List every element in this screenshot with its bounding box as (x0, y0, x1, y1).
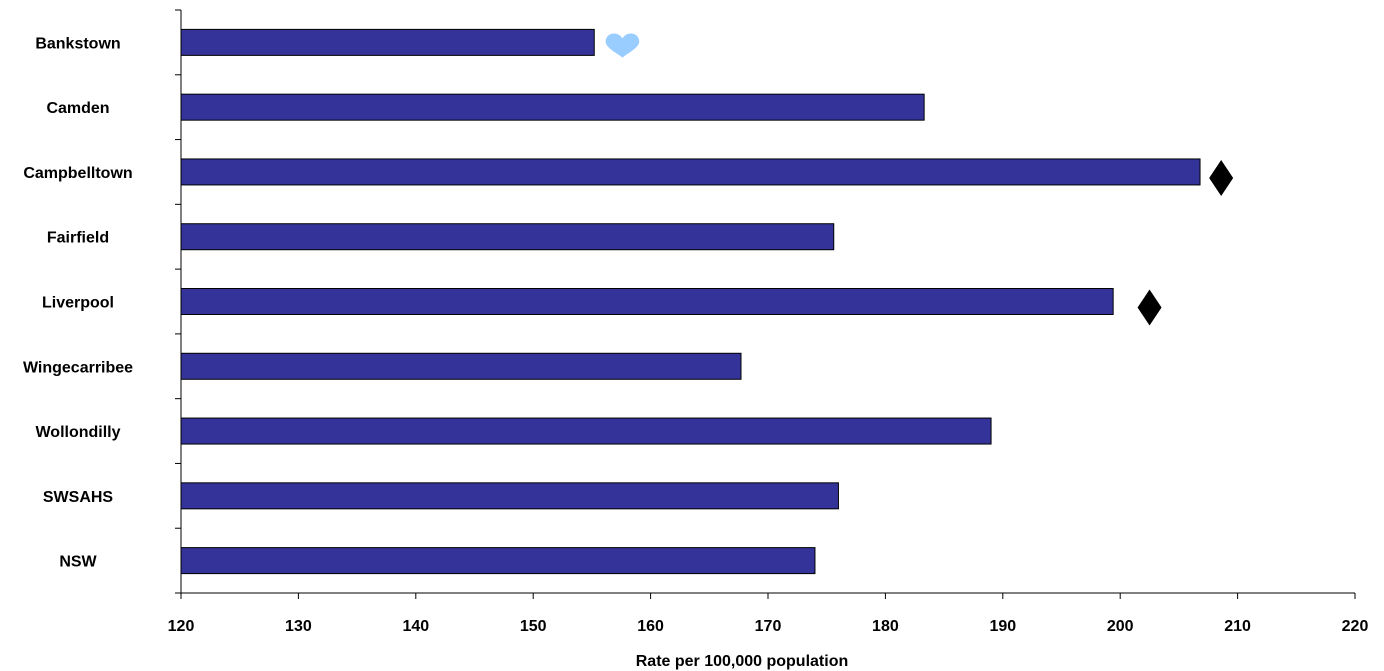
category-label: NSW (59, 554, 97, 571)
markers-group (605, 33, 1234, 326)
category-label: Bankstown (35, 35, 120, 52)
bar (180, 223, 835, 251)
category-labels: Bankstown Camden Campbelltown Fairfield Live… (23, 35, 133, 570)
bar (180, 28, 595, 56)
x-tick-label: 160 (637, 618, 664, 635)
category-label: Camden (46, 100, 109, 117)
bar (180, 547, 816, 575)
bar (180, 352, 742, 380)
x-tick-labels: 120 130 140 150 160 170 180 190 200 210 220 (168, 618, 1369, 635)
x-tick-label: 170 (755, 618, 782, 635)
bar (180, 482, 839, 510)
x-tick-label: 150 (520, 618, 547, 635)
bar (180, 417, 992, 445)
x-tick-label: 220 (1342, 618, 1369, 635)
category-label: Liverpool (42, 295, 114, 312)
x-tick-label: 180 (872, 618, 899, 635)
category-label: Campbelltown (23, 165, 132, 182)
category-label: Wollondilly (35, 424, 120, 441)
bar (180, 93, 925, 121)
bars-group (180, 28, 1201, 575)
category-label: Wingecarribee (23, 359, 133, 376)
diamond-marker-icon (1209, 159, 1234, 196)
category-label: SWSAHS (43, 489, 114, 506)
x-tick-label: 190 (989, 618, 1016, 635)
x-tick-label: 130 (285, 618, 312, 635)
heart-marker-icon (605, 33, 640, 58)
bar (180, 158, 1201, 186)
category-label: Fairfield (47, 230, 109, 247)
diamond-marker-icon (1137, 289, 1162, 326)
x-tick-label: 140 (402, 618, 429, 635)
x-tick-label: 200 (1107, 618, 1134, 635)
x-axis-title: Rate per 100,000 population (636, 653, 849, 670)
x-tick-label: 120 (168, 618, 195, 635)
x-tick-label: 210 (1224, 618, 1251, 635)
bar (180, 288, 1114, 315)
